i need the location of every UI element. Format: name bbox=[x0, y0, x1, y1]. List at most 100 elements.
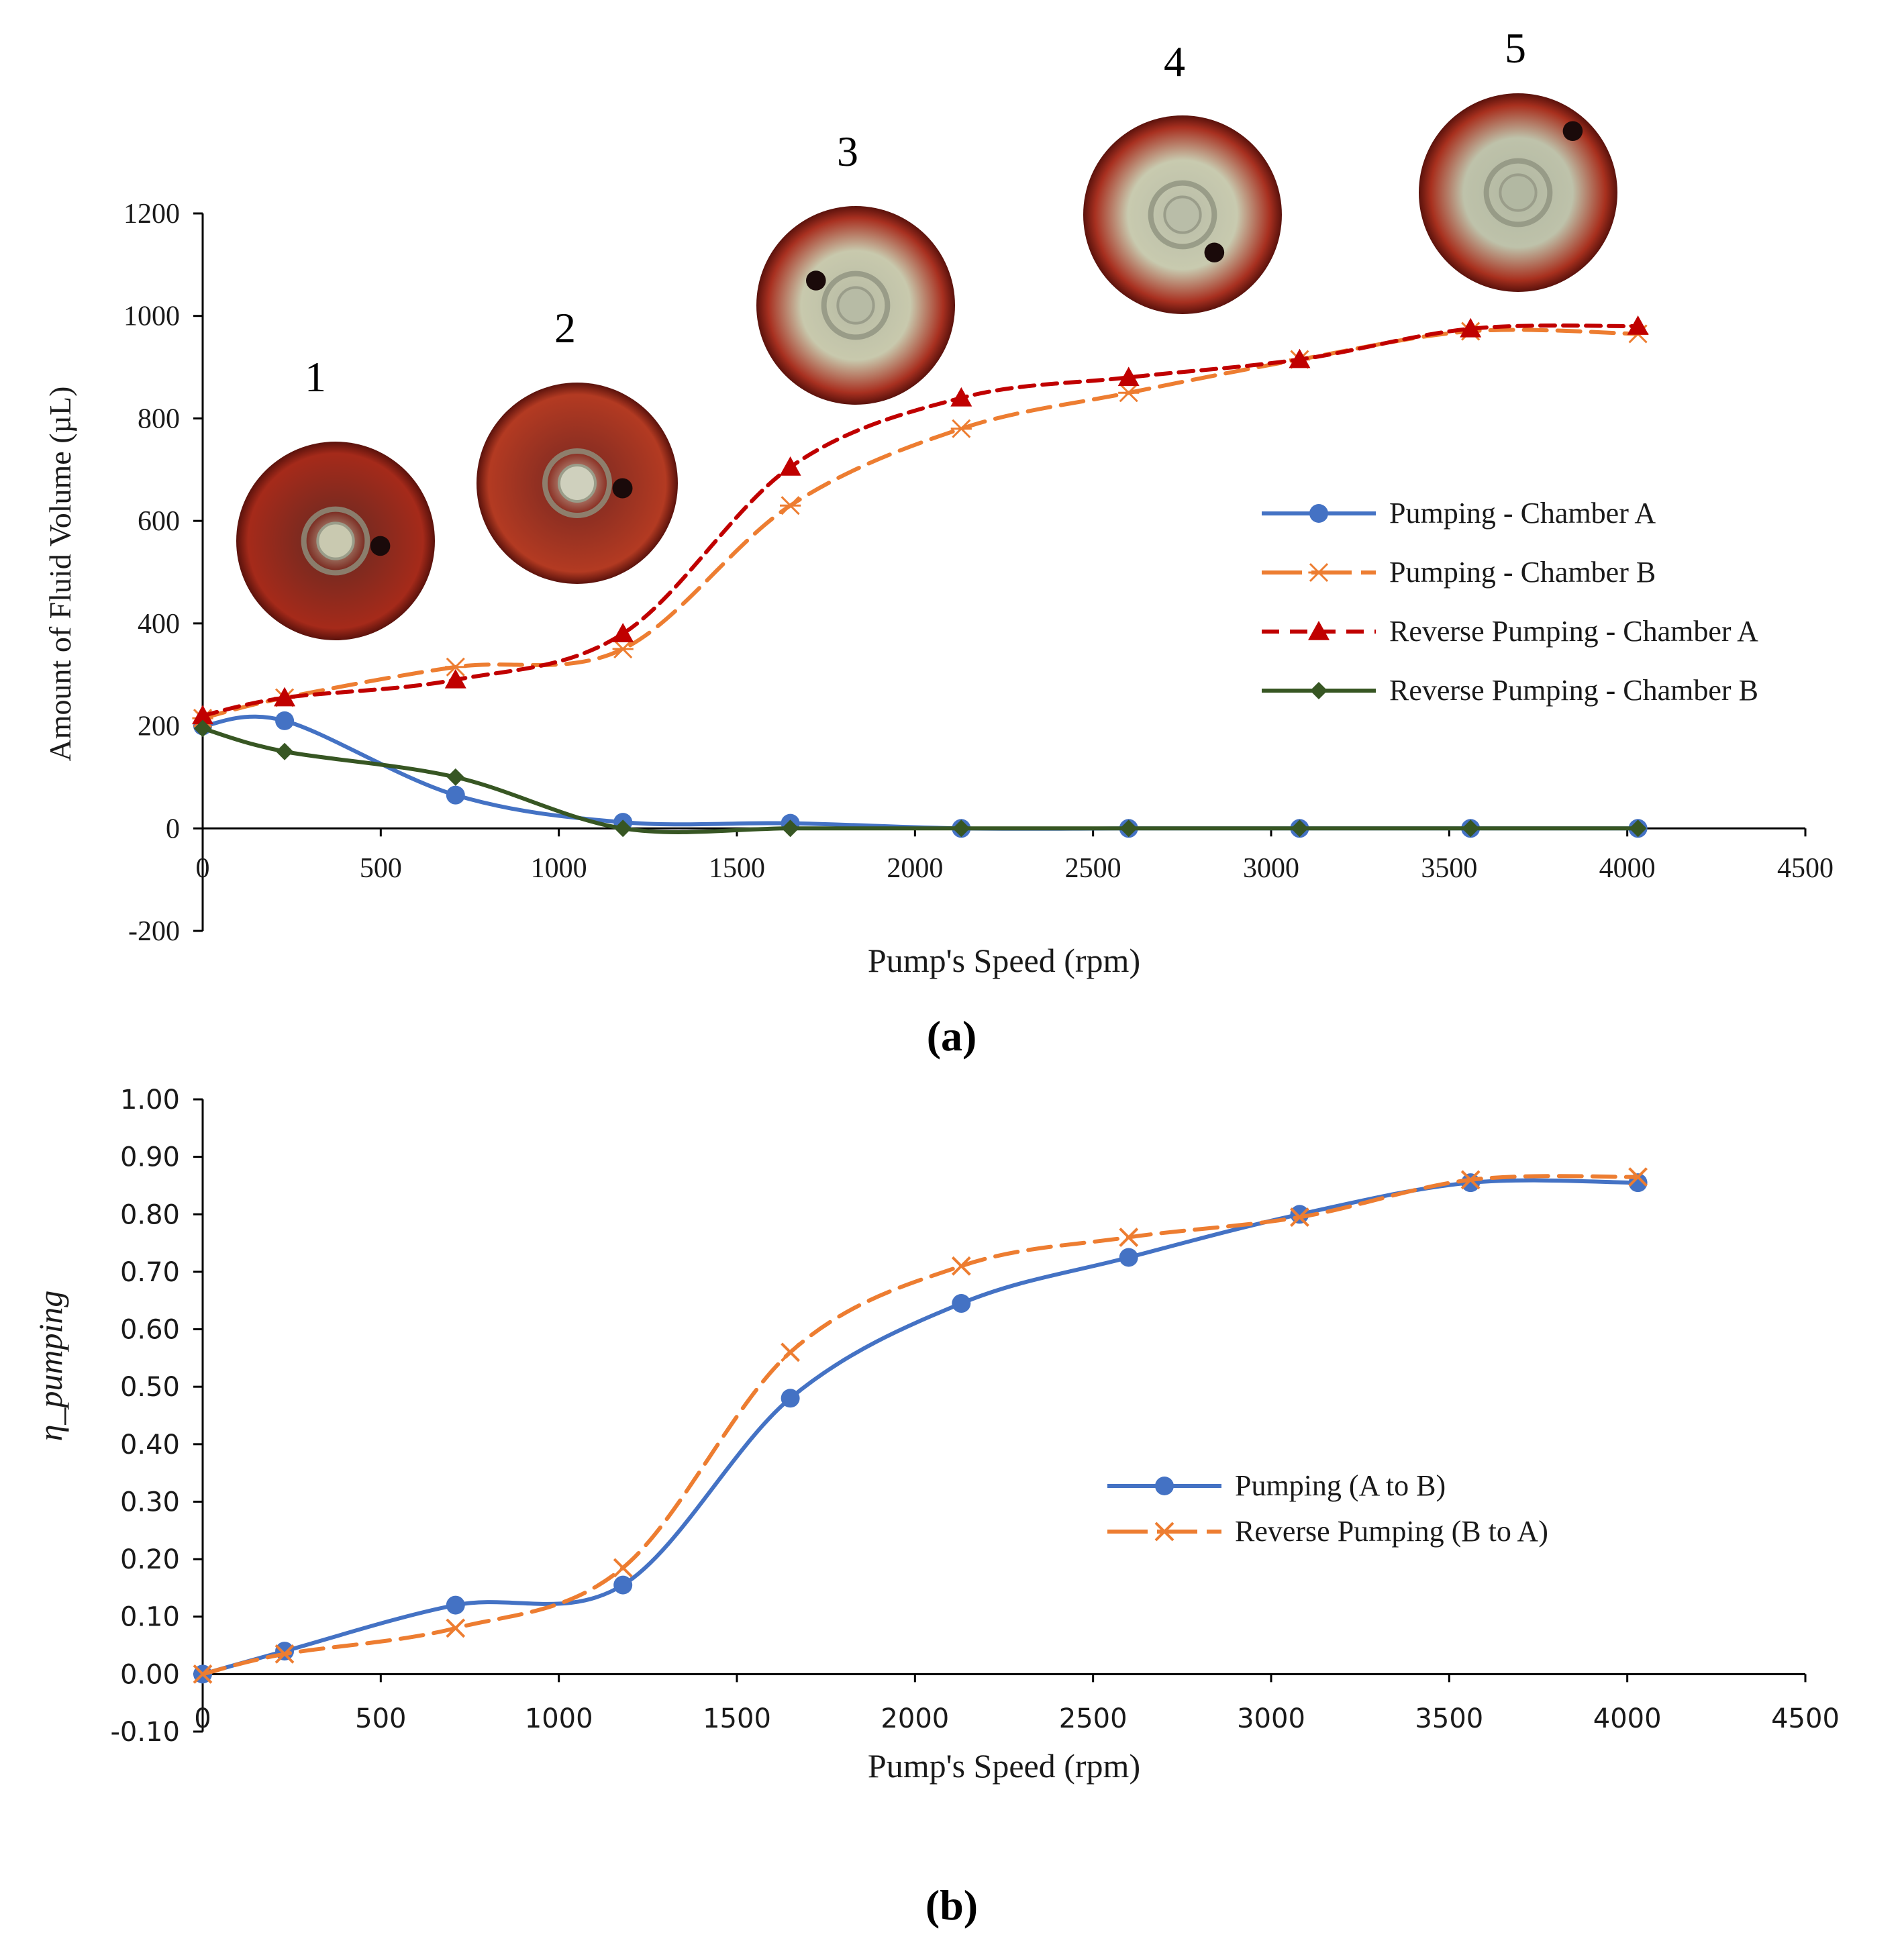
photo-inner-ring bbox=[821, 270, 891, 340]
legend-label: Reverse Pumping - Chamber A bbox=[1389, 615, 1758, 648]
photo-inner-ring bbox=[1148, 180, 1217, 250]
legend-label: Pumping - Chamber A bbox=[1389, 497, 1656, 530]
series-line bbox=[201, 714, 1640, 831]
data-point bbox=[1628, 1167, 1648, 1187]
photo-hub bbox=[1499, 173, 1538, 212]
y-tick-label: -200 bbox=[128, 916, 180, 947]
x-tick-label: 3500 bbox=[1415, 1703, 1483, 1734]
data-point bbox=[1119, 1248, 1138, 1267]
y-tick-label: 0.90 bbox=[120, 1142, 180, 1173]
legend-label: Pumping - Chamber B bbox=[1389, 556, 1656, 589]
photo-number-label: 1 bbox=[305, 353, 326, 401]
x-tick-label: 2500 bbox=[1059, 1703, 1128, 1734]
data-point bbox=[1629, 819, 1647, 838]
y-tick-label: 0.10 bbox=[120, 1602, 180, 1633]
data-point bbox=[1118, 383, 1140, 403]
data-point bbox=[781, 1389, 800, 1408]
y-tick-label: 400 bbox=[138, 609, 180, 640]
series-pumping-a-to-b- bbox=[193, 1173, 1648, 1684]
legend-marker bbox=[1308, 562, 1330, 583]
x-tick-label: 3500 bbox=[1421, 853, 1477, 884]
photo-number-label: 2 bbox=[554, 304, 576, 352]
series-line bbox=[201, 323, 1640, 718]
x-tick-label: 3000 bbox=[1237, 1703, 1305, 1734]
data-point bbox=[614, 819, 632, 838]
data-point bbox=[192, 705, 213, 725]
data-point bbox=[446, 785, 465, 805]
x-tick-label: 2000 bbox=[887, 853, 943, 884]
data-point bbox=[951, 1256, 971, 1276]
y-axis-label: η_pumping bbox=[32, 1291, 69, 1442]
y-tick-label: 200 bbox=[138, 711, 180, 742]
legend-label: Pumping (A to B) bbox=[1235, 1469, 1446, 1502]
x-axis-label: Pump's Speed (rpm) bbox=[868, 942, 1140, 979]
inset-photo-5 bbox=[1419, 93, 1617, 292]
y-tick-label: 0.70 bbox=[120, 1257, 180, 1288]
y-tick-label: 0.80 bbox=[120, 1199, 180, 1230]
x-tick-label: 4500 bbox=[1771, 1703, 1840, 1734]
x-tick-label: 1500 bbox=[703, 1703, 771, 1734]
photo-hub bbox=[1163, 195, 1202, 234]
data-point bbox=[275, 1642, 295, 1661]
data-point bbox=[1462, 819, 1480, 838]
data-point bbox=[1119, 819, 1138, 838]
data-point bbox=[952, 1294, 971, 1313]
data-point bbox=[613, 1558, 633, 1578]
data-point bbox=[781, 819, 799, 838]
data-point bbox=[274, 1644, 295, 1664]
data-point bbox=[781, 1342, 801, 1362]
y-tick-label: 1.00 bbox=[120, 1085, 180, 1115]
x-tick-label: 1500 bbox=[709, 853, 765, 884]
data-point bbox=[193, 1664, 213, 1684]
series-reverse-pumping-chamber-a bbox=[192, 315, 1649, 725]
y-tick-label: 0.20 bbox=[120, 1544, 180, 1575]
photo-dark-spot bbox=[1562, 121, 1583, 142]
photo-hub bbox=[558, 464, 597, 503]
legend-marker bbox=[1309, 504, 1328, 523]
x-tick-label: 4000 bbox=[1593, 1703, 1662, 1734]
data-point bbox=[274, 687, 296, 707]
data-point bbox=[952, 819, 970, 838]
x-tick-label: 3000 bbox=[1243, 853, 1299, 884]
y-tick-label: 0.60 bbox=[120, 1315, 180, 1346]
data-point bbox=[446, 768, 464, 786]
x-tick-label: 4000 bbox=[1599, 853, 1656, 884]
data-point bbox=[275, 711, 295, 730]
y-tick-label: 0 bbox=[166, 813, 180, 844]
series-line bbox=[201, 328, 1640, 721]
x-tick-label: 500 bbox=[360, 853, 402, 884]
y-axis-label: Amount of Fluid Volume (µL) bbox=[43, 387, 77, 762]
data-point bbox=[1291, 819, 1309, 838]
x-tick-label: 2500 bbox=[1065, 853, 1121, 884]
data-point bbox=[612, 639, 634, 659]
x-tick-label: 500 bbox=[355, 1703, 406, 1734]
y-tick-label: 0.00 bbox=[120, 1659, 180, 1690]
x-tick-label: 1000 bbox=[525, 1703, 593, 1734]
x-axis-label: Pump's Speed (rpm) bbox=[868, 1747, 1140, 1785]
series-line bbox=[201, 1174, 1640, 1677]
chart-panel-a: -200 0 200 400 600 800 1000 1200 0 500 1000 1500 200… bbox=[43, 199, 1834, 1060]
legend-label: Reverse Pumping (B to A) bbox=[1235, 1515, 1548, 1548]
x-tick-label: 0 bbox=[194, 1703, 211, 1734]
data-point bbox=[1627, 315, 1649, 335]
data-point bbox=[1119, 1228, 1139, 1247]
inset-photo-2 bbox=[477, 383, 678, 584]
data-point bbox=[780, 496, 801, 515]
legend: Pumping - Chamber A Pumping - Chamber B Re… bbox=[1262, 497, 1758, 707]
photo-inner-ring bbox=[1483, 158, 1553, 228]
photo-dark-spot bbox=[806, 270, 826, 291]
photo-inner-ring bbox=[301, 506, 370, 576]
y-tick-label: 0.40 bbox=[120, 1430, 180, 1460]
legend-label: Reverse Pumping - Chamber B bbox=[1389, 674, 1758, 707]
data-point bbox=[446, 1595, 465, 1615]
series-line bbox=[201, 1178, 1640, 1677]
inset-photo-4 bbox=[1083, 115, 1282, 314]
data-point bbox=[1289, 348, 1311, 368]
legend-marker bbox=[1308, 621, 1330, 640]
y-tick-label: 0.30 bbox=[120, 1487, 180, 1517]
panel-label: (b) bbox=[925, 1881, 978, 1929]
data-point bbox=[1460, 317, 1482, 338]
data-point bbox=[950, 419, 972, 438]
photo-number-label: 3 bbox=[837, 128, 858, 175]
